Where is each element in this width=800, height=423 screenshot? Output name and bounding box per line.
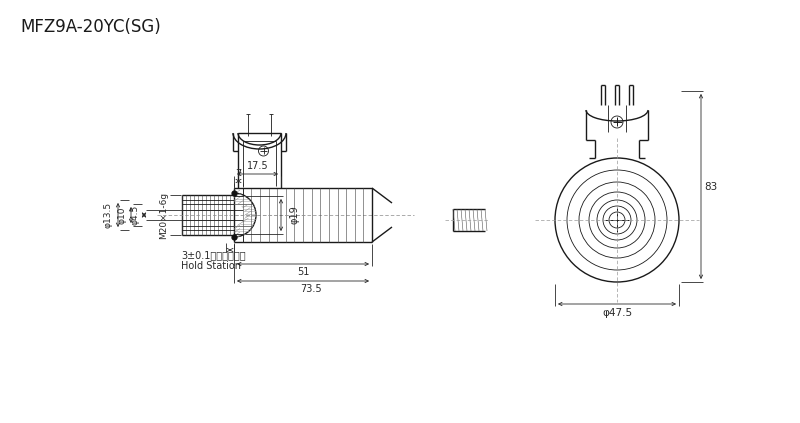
- Text: 83: 83: [704, 181, 718, 192]
- Text: φ10: φ10: [118, 206, 126, 224]
- Text: φ19: φ19: [290, 206, 300, 224]
- Text: Hold Station: Hold Station: [181, 261, 241, 271]
- Text: M20×1-6g: M20×1-6g: [159, 192, 169, 239]
- Text: 7: 7: [235, 169, 242, 179]
- Text: 17.5: 17.5: [246, 161, 268, 171]
- Text: φ4.5: φ4.5: [130, 205, 139, 225]
- Text: 73.5: 73.5: [300, 284, 322, 294]
- Text: 51: 51: [297, 267, 309, 277]
- Text: φ47.5: φ47.5: [602, 308, 632, 318]
- Text: φ13.5: φ13.5: [103, 202, 113, 228]
- Text: MFZ9A-20YC(SG): MFZ9A-20YC(SG): [20, 18, 161, 36]
- Text: 3±0.1（吸合位置）: 3±0.1（吸合位置）: [181, 250, 246, 260]
